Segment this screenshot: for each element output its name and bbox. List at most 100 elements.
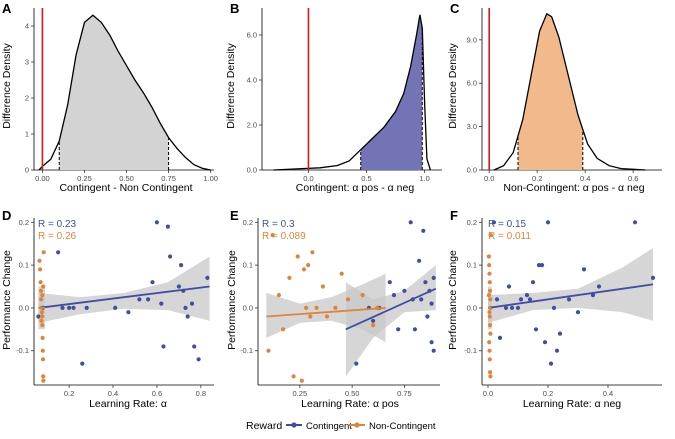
- panel-D-point-contingent: [84, 305, 89, 310]
- panel-C-density-curve: [493, 12, 646, 171]
- panel-D-point-contingent: [179, 263, 184, 268]
- panel-F-point-contingent: [566, 297, 572, 302]
- panel-E-point-contingent: [371, 318, 376, 323]
- panel-E-fit-line-contingent: [345, 287, 437, 331]
- panel-A-y-tick-label: 1: [25, 130, 29, 139]
- panel-D-point-noncontingent: [40, 348, 45, 353]
- panel-F-point-contingent: [632, 220, 638, 225]
- panel-F-point-noncontingent: [487, 263, 492, 268]
- panel-F-point-contingent: [533, 327, 539, 332]
- panel-F-y-tick-label: -0.1: [464, 346, 477, 355]
- panel-C: C 0.0 0.2 0.4 0.6 0.0 3.0 6.0 9.0: [450, 1, 662, 183]
- panel-B-density-curve: [273, 14, 432, 171]
- panel-D-point-contingent: [71, 305, 76, 310]
- panel-F-point-noncontingent: [486, 254, 491, 259]
- panel-E-letter: E: [230, 208, 239, 223]
- panel-D-point-contingent: [146, 297, 151, 302]
- panel-E-y-tick-label: 0.1: [243, 261, 253, 270]
- panel-E-stat-noncontingent: R = 0.089: [262, 231, 306, 242]
- panel-F-letter: F: [450, 208, 458, 223]
- legend-title: Reward: [246, 420, 282, 432]
- panel-F-point-contingent: [530, 280, 536, 285]
- panel-F-point-contingent: [554, 348, 560, 353]
- panel-F-point-contingent: [524, 293, 530, 298]
- panel-D-point-noncontingent: [41, 378, 46, 383]
- panel-E-point-contingent: [391, 293, 397, 298]
- panel-E-point-noncontingent: [339, 271, 344, 276]
- panel-E-point-contingent: [421, 228, 426, 233]
- panel-D-point-noncontingent: [41, 374, 46, 379]
- panel-D-point-contingent: [137, 297, 142, 302]
- panel-A-y-tick-label: 0: [25, 166, 29, 175]
- panel-F-point-noncontingent: [488, 331, 493, 336]
- panel-A-interval-fill: [59, 15, 169, 171]
- panel-E-fit-line-noncontingent: [266, 307, 386, 318]
- panel-E-point-noncontingent: [301, 267, 307, 272]
- legend: Reward Contingent Non-Contingent: [246, 420, 436, 432]
- panel-C-ylabel: Difference Density: [447, 42, 459, 128]
- panel-D-y-tick-label: 0.1: [19, 261, 29, 270]
- panel-E-point-contingent: [402, 288, 407, 293]
- panel-E-point-noncontingent: [314, 305, 319, 310]
- panel-F-ci-band-contingent: [488, 248, 653, 323]
- panel-F-x-tick-label: 0.4: [603, 389, 613, 398]
- panel-F-point-contingent: [581, 267, 587, 272]
- panel-D-point-noncontingent: [40, 357, 46, 362]
- panel-D-point-contingent: [165, 224, 170, 229]
- panel-D-point-noncontingent: [38, 288, 44, 293]
- panel-E-point-contingent: [431, 275, 436, 280]
- panel-C-x-tick-label: 0.2: [532, 174, 542, 183]
- panel-E-point-contingent: [423, 280, 428, 285]
- panel-F-stat-noncontingent: R = 0.011: [488, 231, 531, 242]
- panel-F-point-noncontingent: [488, 370, 493, 375]
- panel-E-xlabel: Learning Rate: α pos: [301, 398, 399, 410]
- panel-C-y-tick-label: 6.0: [467, 79, 477, 88]
- panel-C-x-tick-label: 0.0: [484, 174, 494, 183]
- panel-F-point-contingent: [539, 263, 545, 268]
- panel-F-point-contingent: [509, 305, 515, 310]
- panel-F-point-contingent: [506, 284, 512, 289]
- panel-D-letter: D: [2, 208, 11, 223]
- panel-E-point-contingent: [431, 348, 436, 353]
- panel-F-point-noncontingent: [487, 340, 492, 345]
- panel-E-point-contingent: [396, 327, 401, 332]
- panel-D-point-noncontingent: [37, 258, 42, 263]
- legend-label-contingent: Contingent: [306, 421, 352, 432]
- panel-F-point-noncontingent: [487, 271, 492, 276]
- panel-F-x-tick-label: 0.0: [483, 389, 493, 398]
- panel-D: D 0.2 0.4 0.6 0.8 -0.1 0.0 0.1 0.2: [2, 208, 214, 398]
- panel-E-point-noncontingent: [266, 348, 271, 353]
- panel-F-point-noncontingent: [488, 297, 493, 302]
- panel-D-stat-contingent: R = 0.23: [38, 219, 77, 230]
- panel-D-x-tick-label: 0.4: [108, 389, 118, 398]
- panel-E-point-contingent: [354, 361, 359, 366]
- panel-F-point-contingent: [497, 335, 503, 340]
- panel-E-point-noncontingent: [324, 314, 330, 319]
- panel-F-y-tick-label: 0.0: [467, 303, 477, 312]
- panel-C-y-tick-label: 9.0: [467, 35, 477, 44]
- panel-D-point-noncontingent: [39, 310, 45, 315]
- panel-F-xlabel: Learning Rate: α neg: [523, 398, 621, 410]
- panel-E-ci-band-contingent: [345, 265, 436, 377]
- panel-E-point-contingent: [429, 301, 434, 306]
- panel-A-x-tick-label: 0.00: [35, 174, 50, 183]
- panel-F-y-tick-label: 0.2: [467, 218, 477, 227]
- panel-E-point-noncontingent: [304, 305, 309, 310]
- panel-D-point-contingent: [60, 305, 65, 310]
- legend-label-noncontingent: Non-Contingent: [369, 421, 436, 432]
- panel-F-point-contingent: [557, 331, 563, 336]
- panel-E-point-noncontingent: [345, 297, 351, 302]
- panel-D-ylabel: Performance Change: [1, 250, 13, 350]
- panel-F-point-contingent: [536, 263, 542, 268]
- panel-D-point-contingent: [150, 280, 155, 285]
- panel-F-point-noncontingent: [487, 314, 492, 319]
- panel-D-point-noncontingent: [39, 297, 44, 302]
- panel-A-ylabel: Difference Density: [1, 42, 13, 128]
- panel-D-point-contingent: [176, 284, 181, 289]
- panel-C-letter: C: [450, 1, 460, 16]
- panel-E-x-tick-label: 0.75: [397, 389, 412, 398]
- panel-F-point-contingent: [518, 297, 524, 302]
- panel-D-point-noncontingent: [40, 335, 45, 340]
- panel-F-point-contingent: [590, 293, 596, 298]
- panel-E-point-contingent: [408, 220, 413, 225]
